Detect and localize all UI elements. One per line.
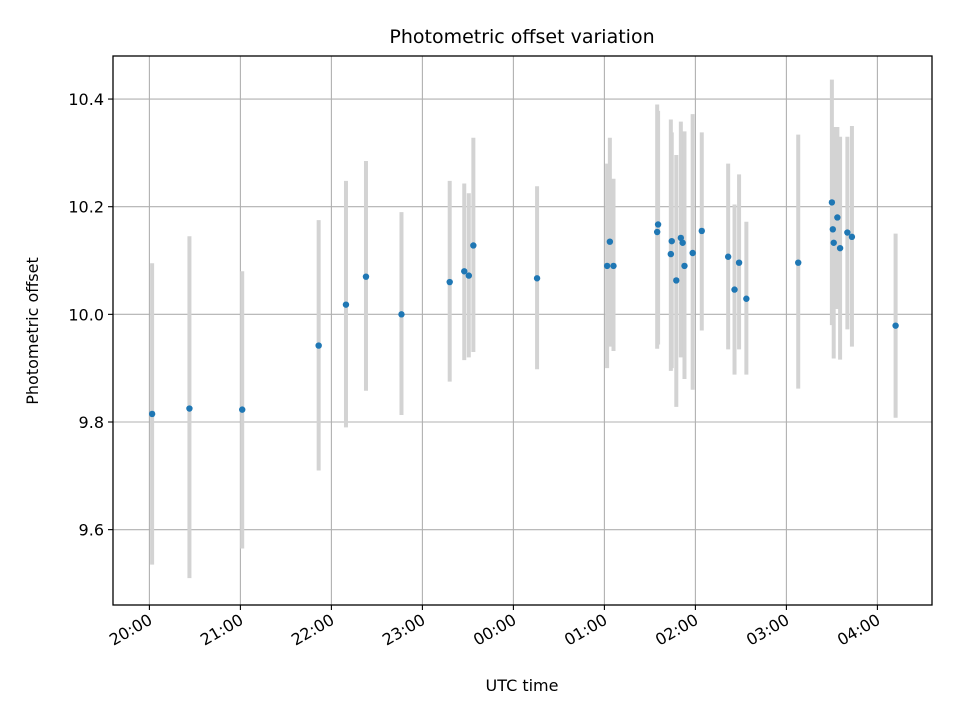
data-point	[844, 229, 851, 236]
y-axis-title: Photometric offset	[23, 257, 42, 405]
plot-frame	[112, 55, 933, 606]
chart-title: Photometric offset variation	[389, 26, 654, 48]
data-point	[724, 253, 732, 260]
data-point	[830, 239, 837, 246]
data-point	[848, 233, 856, 241]
data-point	[731, 286, 738, 293]
data-point	[362, 273, 370, 280]
data-point	[679, 239, 686, 246]
data-point	[668, 237, 675, 245]
data-point	[342, 301, 350, 308]
data-point	[828, 199, 836, 206]
data-point	[689, 249, 696, 257]
data-point	[681, 262, 688, 270]
data-point	[239, 406, 246, 413]
data-point	[446, 278, 453, 286]
data-point	[829, 226, 837, 233]
data-point	[795, 259, 802, 266]
grid	[113, 56, 932, 605]
data-point	[836, 244, 844, 252]
data-point	[533, 275, 541, 282]
data-point	[743, 295, 750, 302]
data-point	[610, 262, 617, 270]
y-tick-label: 10.4	[68, 90, 104, 109]
y-tick-label: 10.2	[68, 198, 104, 217]
data-point	[653, 228, 661, 236]
data-point	[698, 227, 705, 235]
data-point	[186, 405, 193, 412]
data-point	[673, 277, 680, 284]
data-point	[315, 342, 322, 349]
data-points	[148, 199, 899, 418]
data-point	[461, 268, 468, 275]
data-point	[148, 410, 156, 418]
y-tick-label: 9.8	[79, 413, 104, 432]
data-point	[603, 262, 611, 270]
x-axis-title: UTC time	[486, 676, 559, 695]
y-tick-label: 9.6	[79, 521, 104, 540]
y-tick-label: 10.0	[68, 305, 104, 324]
data-point	[667, 250, 675, 258]
data-point	[398, 311, 405, 318]
data-point	[735, 259, 743, 266]
data-point	[654, 221, 662, 228]
data-point	[834, 214, 841, 221]
data-point	[465, 272, 473, 279]
data-point	[470, 242, 477, 249]
data-point	[892, 322, 899, 329]
data-point	[606, 238, 614, 245]
data-point	[677, 234, 685, 242]
